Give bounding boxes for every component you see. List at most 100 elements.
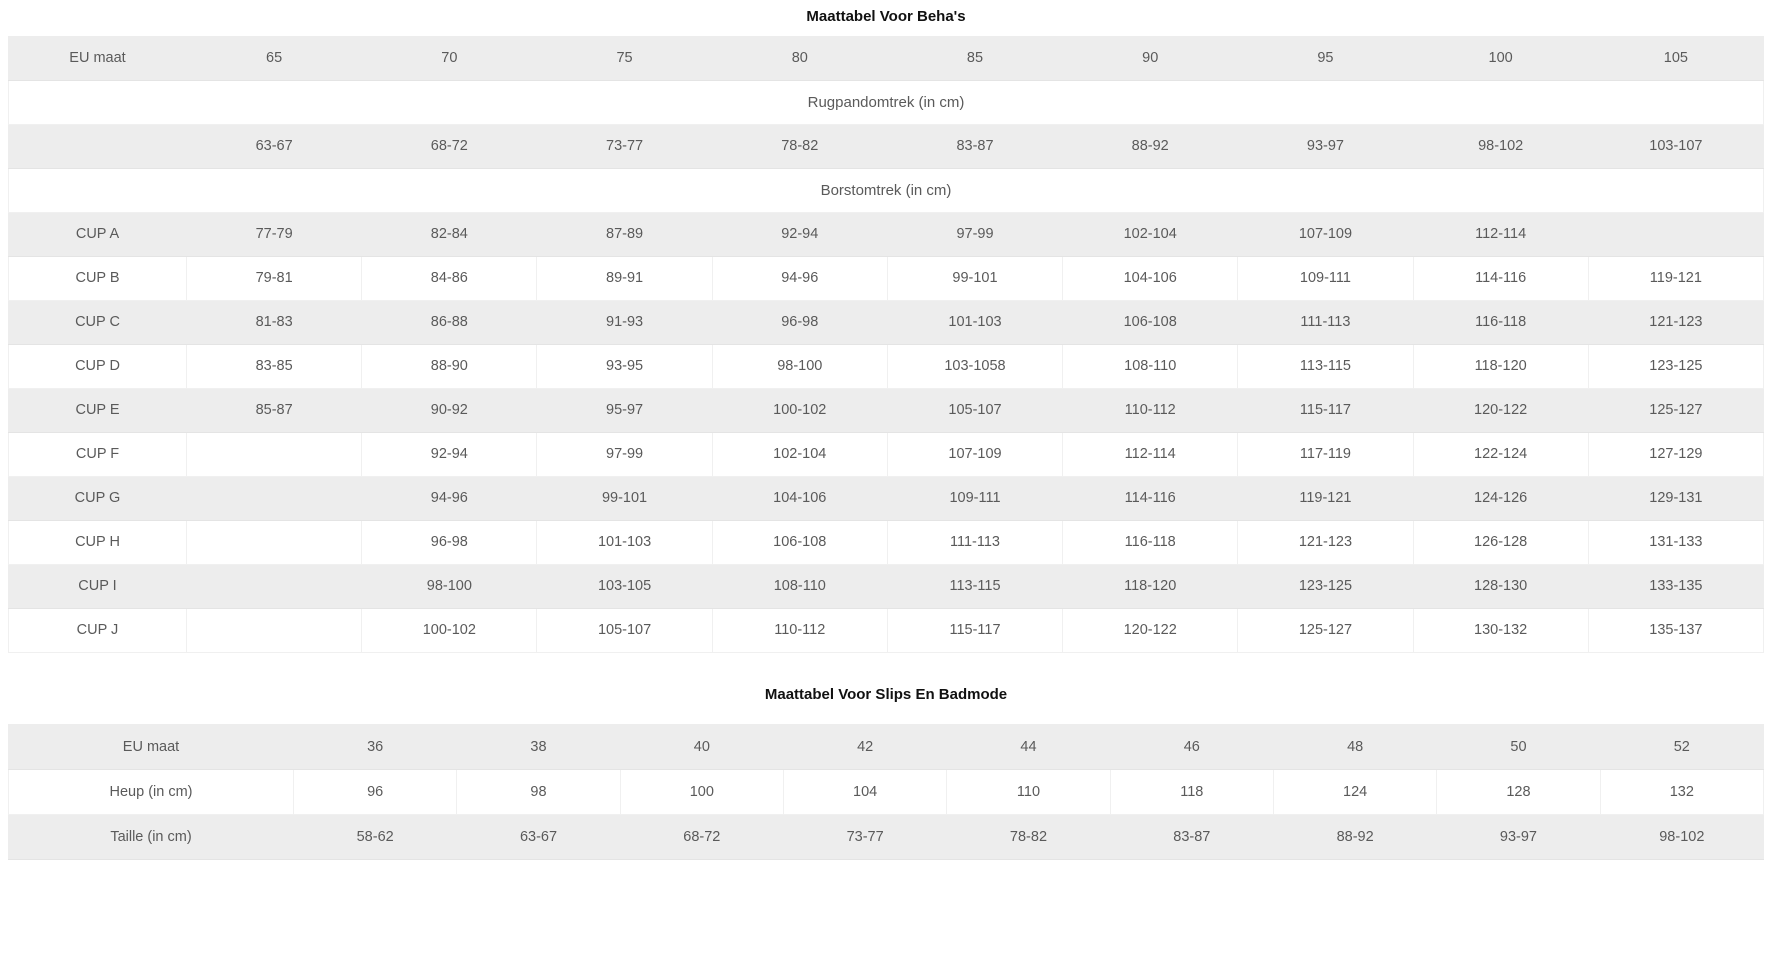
section-row-borstomtrek: Borstomtrek (in cm) <box>8 168 1764 213</box>
table-cell-6: 117-119 <box>1237 432 1414 477</box>
table-cell-4: 103-1058 <box>886 344 1064 389</box>
briefs-row-label: Taille (in cm) <box>8 814 294 860</box>
table-cell-5: 83-87 <box>1109 814 1274 860</box>
table-cell-6: 124 <box>1272 769 1438 815</box>
bras-size-table: EU maat 65 70 75 80 85 90 95 100 105 Rugpandomtrek… <box>8 36 1765 653</box>
table-cell-7: 128 <box>1436 769 1601 815</box>
table-cell-3: 42 <box>782 724 948 770</box>
table-cell-8: 132 <box>1599 769 1765 815</box>
cup-label-cell: CUP A <box>8 212 187 257</box>
table-cell-1: 100-102 <box>361 608 538 653</box>
table-cell-3: 80 <box>711 36 888 81</box>
section-row-rugpandomtrek-text: Rugpandomtrek (in cm) <box>8 80 1764 125</box>
table-cell-7: 122-124 <box>1412 432 1589 477</box>
table-cell-6: 88-92 <box>1272 814 1438 860</box>
cup-label-cell: CUP G <box>8 476 187 521</box>
table-cell-1: 94-96 <box>361 476 538 521</box>
table-cell-6: 115-117 <box>1237 388 1414 433</box>
table-cell-5: 108-110 <box>1062 344 1239 389</box>
section-row-borstomtrek-text: Borstomtrek (in cm) <box>8 168 1764 213</box>
table-cell-3: 96-98 <box>711 300 888 345</box>
table-cell-5: 110-112 <box>1062 388 1239 433</box>
table-cell-0: 58-62 <box>292 814 458 860</box>
table-cell-8 <box>1587 212 1765 257</box>
table-cell-3: 104-106 <box>711 476 888 521</box>
cup-label-cell: CUP E <box>8 388 187 433</box>
table-row: CUP B 79-81 84-86 89-91 94-96 99-101 104-106 10… <box>8 256 1765 301</box>
table-cell-0: 36 <box>292 724 458 770</box>
table-cell-3: 100-102 <box>711 388 888 433</box>
table-cell-4: 107-109 <box>886 432 1064 477</box>
table-cell-7: 120-122 <box>1412 388 1589 433</box>
table-row: CUP J 100-102 105-107 110-112 115-117 120-122… <box>8 608 1765 653</box>
table-cell-1: 84-86 <box>361 256 538 301</box>
briefs-row-label: EU maat <box>8 724 294 770</box>
table-cell-5: 88-92 <box>1062 124 1239 169</box>
table-cell-8: 123-125 <box>1587 344 1765 389</box>
table-cell-2: 40 <box>619 724 784 770</box>
table-cell-0: 79-81 <box>185 256 363 301</box>
cup-label-cell: CUP B <box>8 256 187 301</box>
table-cell-2: 91-93 <box>536 300 713 345</box>
table-cell-2: 87-89 <box>536 212 713 257</box>
table-cell-7: 100 <box>1412 36 1589 81</box>
table-cell-3: 106-108 <box>711 520 888 565</box>
cup-label-cell: CUP F <box>8 432 187 477</box>
table-cell-7: 98-102 <box>1412 124 1589 169</box>
table-cell-3: 108-110 <box>711 564 888 609</box>
table-cell-1: 92-94 <box>361 432 538 477</box>
table-cell-5: 46 <box>1109 724 1274 770</box>
table-cell-3: 104 <box>782 769 948 815</box>
table-cell-7: 114-116 <box>1412 256 1589 301</box>
table-cell-6: 93-97 <box>1237 124 1414 169</box>
table-row: CUP A 77-79 82-84 87-89 92-94 97-99 102-104 107… <box>8 212 1765 257</box>
bras-header-row: EU maat 65 70 75 80 85 90 95 100 105 <box>8 36 1765 81</box>
table-cell-5: 106-108 <box>1062 300 1239 345</box>
table-cell-2: 89-91 <box>536 256 713 301</box>
table-cell-3: 98-100 <box>711 344 888 389</box>
table-cell-8: 98-102 <box>1599 814 1765 860</box>
table-cell-0 <box>185 564 363 609</box>
table-cell-2: 105-107 <box>536 608 713 653</box>
section-row-rugpandomtrek: Rugpandomtrek (in cm) <box>8 80 1764 125</box>
table-cell-0: 81-83 <box>185 300 363 345</box>
table-cell-6: 107-109 <box>1237 212 1414 257</box>
cup-label-cell: CUP D <box>8 344 187 389</box>
briefs-row-label: Heup (in cm) <box>8 769 294 815</box>
table-cell-7: 93-97 <box>1436 814 1601 860</box>
bras-table-caption: Maattabel Voor Beha's <box>806 8 966 25</box>
table-cell-1: 82-84 <box>361 212 538 257</box>
table-cell-0: 85-87 <box>185 388 363 433</box>
table-cell-2: 95-97 <box>536 388 713 433</box>
table-cell-5: 104-106 <box>1062 256 1239 301</box>
table-cell-1: 38 <box>456 724 621 770</box>
table-cell-5: 118 <box>1109 769 1274 815</box>
table-row: Taille (in cm) 58-62 63-67 68-72 73-77 78-82 8… <box>8 814 1765 860</box>
table-cell-2: 68-72 <box>619 814 784 860</box>
table-cell-6: 48 <box>1272 724 1438 770</box>
table-cell-4: 85 <box>886 36 1064 81</box>
table-cell-7: 112-114 <box>1412 212 1589 257</box>
table-cell-4: 105-107 <box>886 388 1064 433</box>
table-cell-2: 75 <box>536 36 713 81</box>
table-cell-0 <box>185 432 363 477</box>
table-cell-6: 95 <box>1237 36 1414 81</box>
table-cell-6: 121-123 <box>1237 520 1414 565</box>
table-row: CUP E 85-87 90-92 95-97 100-102 105-107 110-11… <box>8 388 1765 433</box>
bras-header-label: EU maat <box>8 36 187 81</box>
table-cell-7: 116-118 <box>1412 300 1589 345</box>
table-cell-4: 99-101 <box>886 256 1064 301</box>
table-cell-4: 83-87 <box>886 124 1064 169</box>
table-cell-7: 118-120 <box>1412 344 1589 389</box>
table-cell-5: 118-120 <box>1062 564 1239 609</box>
table-cell-7: 124-126 <box>1412 476 1589 521</box>
table-cell-8: 127-129 <box>1587 432 1765 477</box>
table-row: CUP I 98-100 103-105 108-110 113-115 118-120 1… <box>8 564 1765 609</box>
table-cell-4: 109-111 <box>886 476 1064 521</box>
table-cell-8: 125-127 <box>1587 388 1765 433</box>
table-cell-3: 102-104 <box>711 432 888 477</box>
table-cell-4: 44 <box>946 724 1111 770</box>
table-cell-1: 98 <box>456 769 621 815</box>
table-row: CUP G 94-96 99-101 104-106 109-111 114-116 119… <box>8 476 1765 521</box>
table-cell-5: 102-104 <box>1062 212 1239 257</box>
